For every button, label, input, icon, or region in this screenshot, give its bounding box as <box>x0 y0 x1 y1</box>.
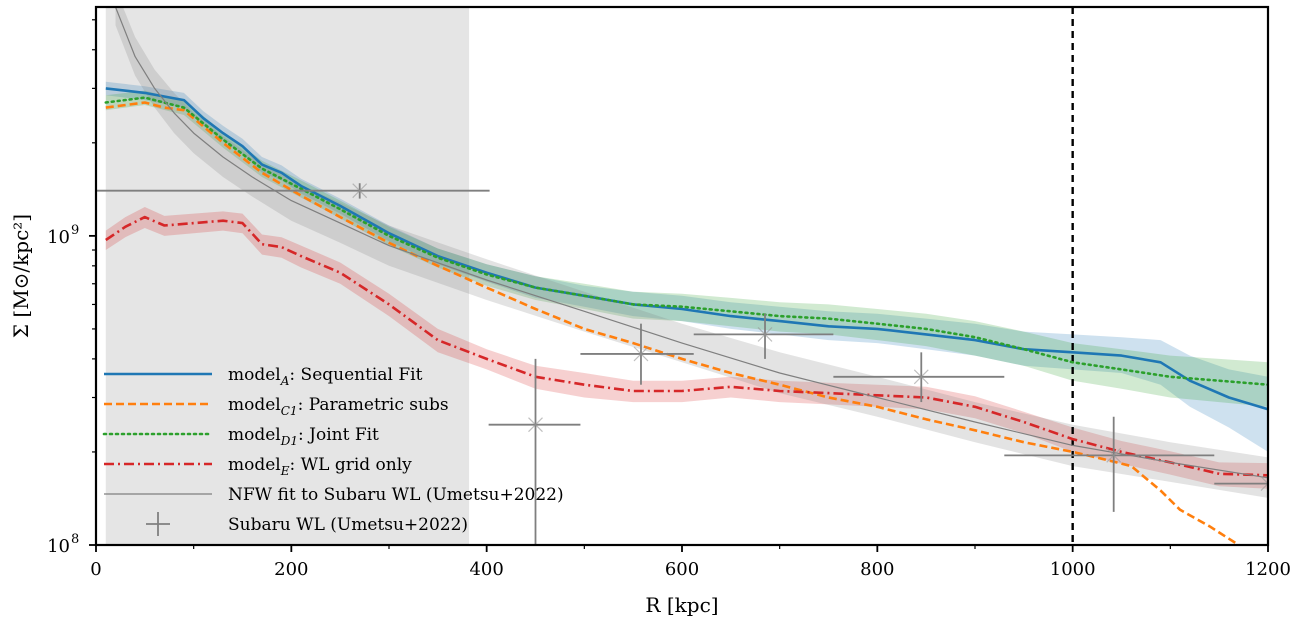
plot-area <box>96 7 1268 545</box>
wl-point-4 <box>833 352 1005 403</box>
y-tick-label: 10 <box>47 227 70 248</box>
band-nfw <box>115 7 1268 498</box>
wl-marker <box>913 369 929 385</box>
legend-label-d1: modelD1: Joint Fit <box>228 425 379 448</box>
series-line-c1 <box>105 101 1242 545</box>
x-tick-label: 0 <box>90 559 101 580</box>
x-axis-title: R [kpc] <box>645 593 718 617</box>
wl-point-5 <box>1004 416 1215 512</box>
wl-point-0 <box>96 183 490 199</box>
legend-label-c1: modelC1: Parametric subs <box>228 395 449 418</box>
wl-point-6 <box>1214 476 1268 492</box>
band-d1 <box>105 90 1268 407</box>
series-line-e <box>105 215 1268 477</box>
x-tick-label: 400 <box>469 559 503 580</box>
legend-item-2: modelD1: Joint Fit <box>102 425 379 448</box>
x-tick-label: 200 <box>274 559 308 580</box>
y-tick-exponent: 8 <box>71 532 79 547</box>
series-line-nfw <box>114 7 1268 479</box>
wl-marker <box>633 346 649 362</box>
wl-marker <box>352 183 368 199</box>
wl-marker <box>1260 476 1268 492</box>
wl-marker <box>1106 447 1122 463</box>
wl-marker <box>528 417 543 433</box>
plot-content <box>96 7 1268 545</box>
wl-marker <box>757 326 773 342</box>
wl-point-3 <box>693 313 834 359</box>
legend-label-e: modelE: WL grid only <box>228 455 412 478</box>
y-tick-label: 10 <box>47 536 70 557</box>
y-tick-exponent: 9 <box>71 223 79 238</box>
x-tick-label: 1000 <box>1050 559 1096 580</box>
legend-label-wl: Subaru WL (Umetsu+2022) <box>228 515 468 535</box>
x-tick-label: 1200 <box>1245 559 1291 580</box>
x-tick-label: 800 <box>860 559 894 580</box>
legend: modelA: Sequential Fit modelC1: Parametri… <box>102 365 564 536</box>
legend-item-0: modelA: Sequential Fit <box>104 365 423 388</box>
wl-point-2 <box>580 323 694 385</box>
wl-point-1 <box>488 358 581 545</box>
x-tick-label: 600 <box>665 559 699 580</box>
legend-item-3: modelE: WL grid only <box>104 455 412 478</box>
band-e <box>105 207 1268 489</box>
series-line-d1 <box>104 96 1268 386</box>
legend-item-5: Subaru WL (Umetsu+2022) <box>146 512 468 536</box>
legend-item-4: NFW fit to Subaru WL (Umetsu+2022) <box>104 485 564 505</box>
y-axis-title: Σ [M⊙/kpc²] <box>9 214 33 338</box>
legend-label-a: modelA: Sequential Fit <box>228 365 423 388</box>
legend-label-nfw: NFW fit to Subaru WL (Umetsu+2022) <box>228 485 564 505</box>
